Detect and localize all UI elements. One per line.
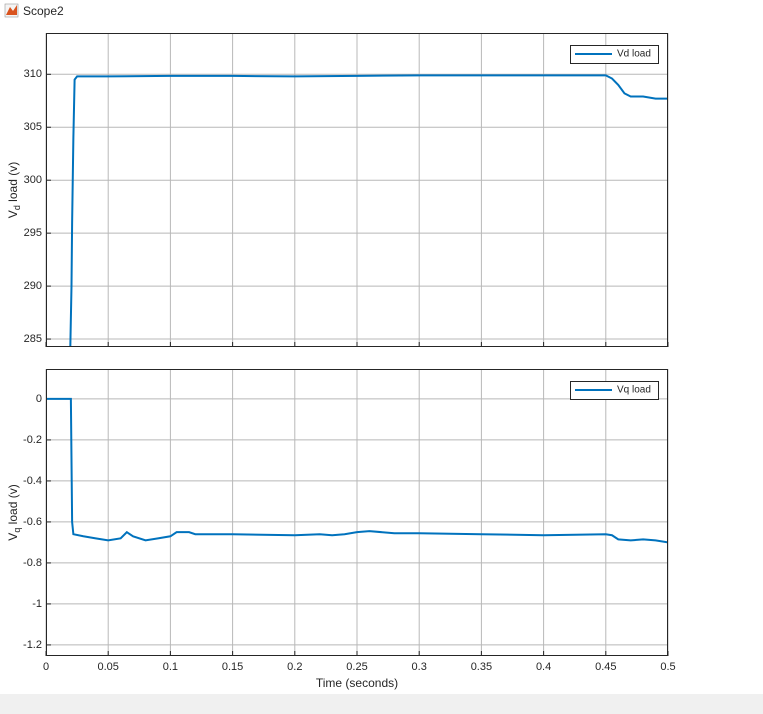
x-tick-label: 0.5 xyxy=(660,661,675,673)
window-title: Scope2 xyxy=(23,4,64,18)
y-label-sub: q xyxy=(12,528,22,533)
y-tick-label: -1 xyxy=(32,598,42,610)
y-label-sub: d xyxy=(12,205,22,210)
y-tick-label: 290 xyxy=(24,280,42,292)
y-label-base: V xyxy=(6,210,20,218)
y-tick-label: 310 xyxy=(24,68,42,80)
axes: 0 0.05 0.1 0.15 0.2 0.25 0.3 0.35 0.4 0.45 0.5 -1.2… xyxy=(6,369,676,690)
y-tick-label: 305 xyxy=(24,121,42,133)
title-bar xyxy=(0,0,763,22)
x-tick-label: 0.4 xyxy=(536,661,551,673)
legend: Vd load xyxy=(570,45,659,64)
y-tick-label: -0.8 xyxy=(23,557,42,569)
legend-label: Vq load xyxy=(617,385,651,396)
axes-box xyxy=(46,369,668,656)
x-tick-label: 0.45 xyxy=(595,661,616,673)
y-tick-label: -0.6 xyxy=(23,516,42,528)
y-tick-label: 300 xyxy=(24,174,42,186)
legend-label: Vd load xyxy=(617,49,651,60)
data-line xyxy=(69,74,668,347)
x-tick-label: 0.2 xyxy=(287,661,302,673)
y-tick-label: 295 xyxy=(24,227,42,239)
x-axis-label: Time (seconds) xyxy=(316,676,398,690)
app-icon xyxy=(4,3,19,18)
y-tick-label: 0 xyxy=(36,393,42,405)
legend-box xyxy=(570,381,659,400)
y-tick-label: -0.2 xyxy=(23,434,42,446)
y-label-rest: load (v) xyxy=(6,162,20,205)
status-bar xyxy=(0,694,763,714)
y-tick-label: -0.4 xyxy=(23,475,42,487)
x-tick-label: 0.1 xyxy=(163,661,178,673)
axes: 285 290 295 300 305 310 Vd load (v) Vd load xyxy=(6,33,669,347)
axes-box xyxy=(46,33,668,347)
x-tick-label: 0 xyxy=(43,661,49,673)
x-tick-label: 0.15 xyxy=(222,661,243,673)
legend: Vq load xyxy=(570,381,659,400)
y-axis-label: Vq load (v) xyxy=(6,484,22,540)
legend-box xyxy=(570,45,659,64)
y-label-base: V xyxy=(6,533,20,541)
data-line xyxy=(46,397,668,544)
y-tick-label: -1.2 xyxy=(23,639,42,651)
x-tick-label: 0.3 xyxy=(412,661,427,673)
y-axis-label: Vd load (v) xyxy=(6,162,22,218)
y-label-rest: load (v) xyxy=(6,484,20,527)
x-tick-label: 0.35 xyxy=(471,661,492,673)
x-tick-label: 0.25 xyxy=(346,661,367,673)
x-tick-label: 0.05 xyxy=(97,661,118,673)
y-tick-label: 285 xyxy=(24,333,42,345)
